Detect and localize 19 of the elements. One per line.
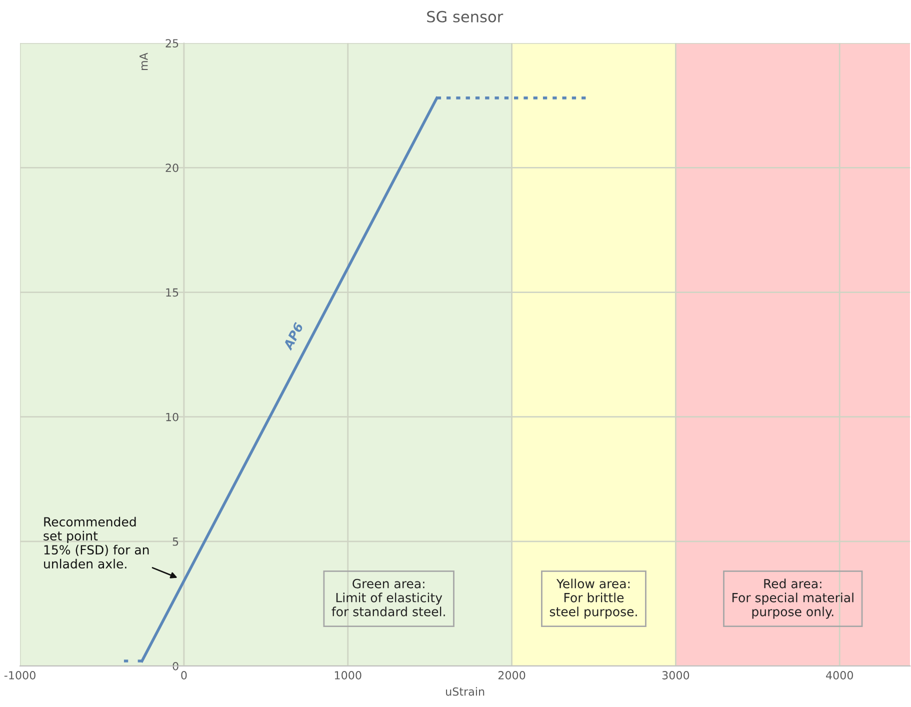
x-tick-label: 3000 [662, 671, 690, 680]
band-label: Green area: Limit of elasticity for standard steel. [332, 578, 445, 616]
y-tick-label: 20 [166, 164, 178, 172]
y-axis-title: mA [140, 52, 148, 70]
y-tick-label: 25 [166, 39, 178, 48]
x-tick-label: -1000 [4, 671, 36, 680]
x-tick-label: 4000 [826, 671, 854, 680]
chart-title: SG sensor [427, 10, 504, 22]
y-tick-label: 15 [166, 288, 178, 297]
x-axis-title: uStrain [446, 687, 484, 696]
text: AP6 [282, 322, 304, 352]
annotation: Recommended set point 15% (FSD) for an unladen axle. [44, 516, 149, 569]
y-tick-label: 5 [172, 538, 178, 546]
x-tick-label: 0 [181, 671, 187, 680]
x-tick-label: 2000 [498, 671, 526, 680]
x-tick-label: 1000 [334, 671, 362, 680]
band-label: Yellow area: For brittle steel purpose. [550, 578, 637, 619]
band-label: Red area: For special material purpose only. [732, 578, 854, 619]
y-tick-label: 10 [166, 412, 178, 422]
